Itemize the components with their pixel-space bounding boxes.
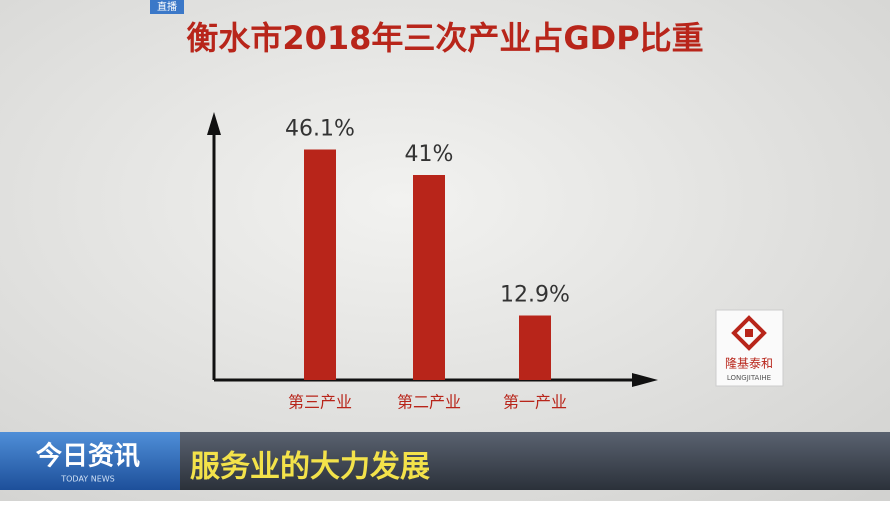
logo: 隆基泰和 LONGJITAIHE [715, 309, 784, 387]
value-label: 46.1% [285, 117, 355, 142]
x-tick-label: 第二产业 [397, 393, 461, 412]
headline: 服务业的大力发展 [190, 450, 430, 485]
program-name-en: TODAY NEWS [60, 475, 115, 484]
chart-title: 衡水市2018年三次产业占GDP比重 [186, 19, 703, 57]
x-axis-arrow [632, 373, 658, 387]
program-box [0, 432, 180, 490]
bar [304, 149, 336, 380]
value-label: 41% [405, 142, 454, 167]
logo-name: 隆基泰和 [725, 356, 773, 371]
x-tick-label: 第一产业 [503, 393, 567, 412]
logo-mark [745, 329, 753, 337]
live-tag: 直播 [157, 0, 177, 13]
logo-subname: LONGJITAIHE [727, 374, 771, 382]
live-tag-box [150, 0, 184, 14]
x-tick-label: 第三产业 [288, 393, 352, 412]
value-label: 12.9% [500, 283, 570, 308]
y-axis-arrow [207, 112, 221, 135]
bar [413, 175, 445, 380]
bar [519, 315, 551, 380]
program-name: 今日资讯 [36, 441, 140, 472]
logo-mark [731, 315, 767, 351]
